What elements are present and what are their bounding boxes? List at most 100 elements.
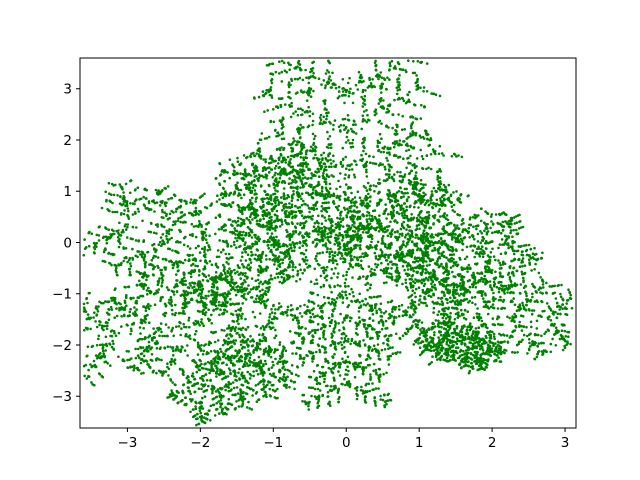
scatter-point <box>145 278 148 282</box>
scatter-point <box>377 230 381 233</box>
scatter-point <box>373 113 377 117</box>
scatter-point <box>142 203 146 206</box>
scatter-point <box>314 145 317 148</box>
scatter-point <box>203 363 206 366</box>
scatter-point <box>256 142 260 145</box>
scatter-point <box>107 308 111 311</box>
scatter-point <box>131 237 134 241</box>
scatter-point <box>362 110 366 113</box>
scatter-point <box>414 311 417 314</box>
scatter-point <box>166 241 169 244</box>
scatter-point <box>344 141 348 144</box>
scatter-point <box>259 138 263 142</box>
scatter-point <box>299 68 302 72</box>
scatter-point <box>345 88 349 92</box>
scatter-point <box>422 229 426 233</box>
scatter-point <box>137 356 141 360</box>
scatter-point <box>386 151 389 155</box>
scatter-point <box>490 213 494 216</box>
scatter-point <box>386 159 389 162</box>
scatter-point <box>378 214 381 217</box>
scatter-point <box>420 60 424 64</box>
scatter-point <box>270 96 274 99</box>
scatter-point <box>239 288 243 292</box>
scatter-point <box>432 311 435 314</box>
scatter-point <box>168 212 172 216</box>
scatter-point <box>387 126 390 129</box>
scatter-point <box>231 313 235 316</box>
scatter-point <box>514 215 518 218</box>
scatter-point <box>184 297 187 301</box>
scatter-point <box>82 302 86 306</box>
scatter-point <box>502 260 505 264</box>
scatter-point <box>227 218 231 221</box>
scatter-point <box>183 294 186 297</box>
scatter-point <box>273 192 277 196</box>
scatter-point <box>463 228 467 232</box>
scatter-point <box>215 265 219 269</box>
scatter-point <box>298 130 301 133</box>
scatter-point <box>272 108 275 111</box>
scatter-point <box>407 162 410 165</box>
scatter-point <box>128 273 131 277</box>
scatter-point <box>149 304 152 308</box>
scatter-point <box>181 346 184 349</box>
scatter-point <box>459 303 463 306</box>
scatter-point <box>287 61 290 65</box>
scatter-point <box>517 245 520 248</box>
scatter-point <box>258 289 262 293</box>
scatter-point <box>118 306 121 310</box>
scatter-point <box>239 188 243 192</box>
scatter-point <box>365 170 368 174</box>
scatter-point <box>83 328 86 332</box>
scatter-point <box>449 266 453 269</box>
scatter-point <box>465 297 469 301</box>
scatter-point <box>258 282 261 285</box>
scatter-point <box>271 360 275 364</box>
scatter-point <box>100 327 104 330</box>
scatter-point <box>233 283 236 286</box>
scatter-point <box>179 261 182 264</box>
scatter-point <box>315 278 318 282</box>
scatter-point <box>89 327 92 331</box>
scatter-point <box>329 158 332 162</box>
scatter-point <box>183 291 186 294</box>
scatter-point <box>344 125 348 129</box>
scatter-point <box>365 109 368 112</box>
scatter-point <box>522 280 525 284</box>
scatter-point <box>472 274 476 278</box>
scatter-point <box>473 255 477 259</box>
scatter-point <box>352 123 355 126</box>
scatter-point <box>323 86 327 90</box>
scatter-point <box>290 249 294 252</box>
scatter-point <box>530 312 534 316</box>
scatter-point <box>466 270 469 273</box>
scatter-point <box>157 369 161 373</box>
scatter-point <box>135 226 138 229</box>
scatter-point <box>454 292 458 295</box>
scatter-point <box>252 286 256 289</box>
scatter-point <box>463 308 467 312</box>
scatter-point <box>298 277 302 281</box>
scatter-point <box>446 283 449 287</box>
scatter-point <box>497 259 500 262</box>
scatter-point <box>441 316 445 320</box>
scatter-point <box>226 333 229 336</box>
scatter-point <box>105 198 108 202</box>
scatter-point <box>254 184 257 188</box>
scatter-point <box>139 271 143 275</box>
scatter-point <box>484 260 488 264</box>
scatter-point <box>420 155 424 158</box>
scatter-point <box>447 248 451 251</box>
scatter-point <box>326 137 330 141</box>
scatter-point <box>102 250 106 254</box>
scatter-point <box>133 314 137 317</box>
scatter-point <box>489 270 492 274</box>
scatter-point <box>395 129 398 133</box>
scatter-point <box>387 188 390 192</box>
scatter-point <box>255 166 259 169</box>
scatter-point <box>373 85 377 89</box>
scatter-point <box>88 230 91 234</box>
scatter-point <box>126 223 130 226</box>
scatter-point <box>427 166 430 170</box>
